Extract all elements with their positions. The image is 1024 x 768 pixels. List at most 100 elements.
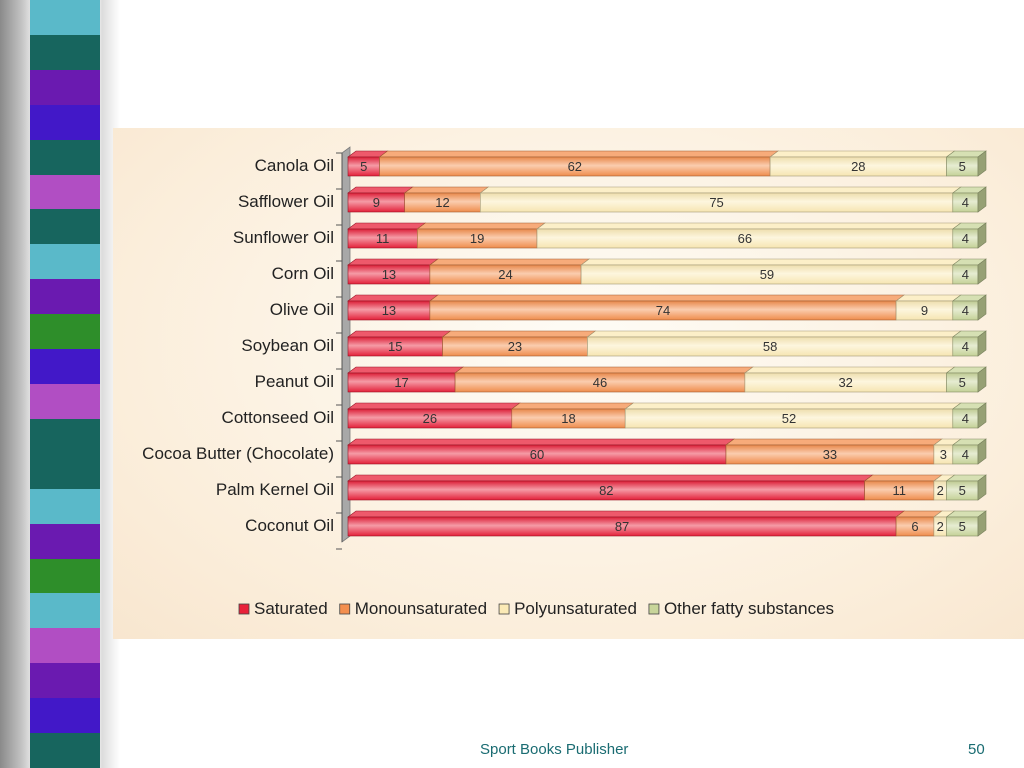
legend-label: Monounsaturated <box>355 599 487 618</box>
category-label: Corn Oil <box>272 264 334 283</box>
bar-segment <box>536 222 962 249</box>
data-label: 4 <box>962 411 969 426</box>
bar-segment <box>863 474 943 501</box>
category-label: Safflower Oil <box>238 192 334 211</box>
bar-segment <box>347 222 427 249</box>
data-label: 32 <box>838 375 852 390</box>
stripe-segment <box>30 209 100 245</box>
legend-swatch <box>238 603 250 615</box>
data-label: 82 <box>599 483 613 498</box>
bar-segment <box>428 294 905 321</box>
page-number: 50 <box>968 741 985 758</box>
stripe-segment <box>30 34 100 70</box>
data-label: 4 <box>962 303 969 318</box>
data-label: 11 <box>893 483 907 498</box>
bar-segment <box>945 150 987 177</box>
data-label: 2 <box>937 483 944 498</box>
data-label: 4 <box>962 267 969 282</box>
footer-publisher: Sport Books Publisher <box>480 741 629 758</box>
chart-category-labels: Canola Oil Safflower Oil Sunflower Oil Corn… <box>142 156 334 535</box>
bar-segment <box>725 438 943 465</box>
bar-segment <box>428 258 591 285</box>
legend-label: Polyunsaturated <box>514 599 637 618</box>
bar-segment <box>403 186 490 213</box>
category-label: Coconut Oil <box>245 516 334 535</box>
chart-legend: Saturated Monounsaturated Polyunsaturated O… <box>238 599 834 618</box>
bar-segment <box>951 330 987 357</box>
stripe-segment <box>30 69 100 105</box>
bar-segment <box>580 258 962 285</box>
bar-segment <box>895 294 962 321</box>
bar-segment <box>454 366 754 393</box>
bar-segment <box>347 510 905 537</box>
decorative-stripe <box>30 0 100 768</box>
data-label: 5 <box>959 375 966 390</box>
data-label: 5 <box>959 159 966 174</box>
data-label: 13 <box>382 267 396 282</box>
data-label: 46 <box>593 375 607 390</box>
category-label: Peanut Oil <box>255 372 334 391</box>
stripe-segment <box>30 244 100 280</box>
bar-segment <box>951 294 987 321</box>
bar-segment <box>479 186 962 213</box>
data-label: 3 <box>940 447 947 462</box>
category-label: Sunflower Oil <box>233 228 334 247</box>
bar-segment <box>347 366 465 393</box>
data-label: 18 <box>561 411 575 426</box>
data-label: 33 <box>823 447 837 462</box>
bar-segment <box>933 438 962 465</box>
legend-label: Saturated <box>254 599 328 618</box>
data-label: 23 <box>508 339 522 354</box>
stripe-segment <box>30 593 100 629</box>
data-label: 62 <box>568 159 582 174</box>
bar-segment <box>933 474 956 501</box>
bar-segment <box>951 258 987 285</box>
data-label: 59 <box>760 267 774 282</box>
legend-item: Polyunsaturated <box>498 599 637 618</box>
stripe-segment <box>30 418 100 454</box>
category-label: Cottonseed Oil <box>222 408 334 427</box>
stripe-segment <box>30 349 100 384</box>
data-label: 15 <box>388 339 402 354</box>
data-label: 60 <box>530 447 544 462</box>
data-label: 2 <box>937 519 944 534</box>
bar-segment <box>951 402 987 429</box>
bar-segment <box>347 258 439 285</box>
stripe-segment <box>30 0 100 35</box>
legend-item: Monounsaturated <box>339 599 487 618</box>
data-label: 4 <box>962 195 969 210</box>
legend-label: Other fatty substances <box>664 599 834 618</box>
stripe-segment <box>30 174 100 210</box>
data-label: 13 <box>382 303 396 318</box>
category-label: Canola Oil <box>255 156 334 175</box>
chart-panel: 5 62 28 5 9 12 75 4 11 19 66 4 13 24 59 4 13 74 9 4 15 23 58 4 1… <box>113 128 1024 639</box>
stripe-segment <box>30 698 100 734</box>
data-label: 52 <box>782 411 796 426</box>
data-label: 87 <box>615 519 629 534</box>
fatty-acid-chart: 5 62 28 59 12 75 411 19 66 413 24 59 413 74 9 415 23 58 41… <box>142 146 987 618</box>
bar-segment <box>378 150 779 177</box>
bar-segment <box>347 438 735 465</box>
stripe-segment <box>30 488 100 524</box>
data-label: 5 <box>959 519 966 534</box>
bar-segment <box>895 510 943 537</box>
bar-segment <box>586 330 962 357</box>
bar-segment <box>945 510 987 537</box>
data-label: 4 <box>962 339 969 354</box>
stripe-segment <box>30 453 100 489</box>
bar-segment <box>510 402 635 429</box>
data-label: 4 <box>962 231 969 246</box>
category-label: Olive Oil <box>270 300 334 319</box>
data-label: 28 <box>851 159 865 174</box>
bar-segment <box>951 222 987 249</box>
data-label: 26 <box>423 411 437 426</box>
stripe-segment <box>30 558 100 594</box>
stripe-segment <box>30 279 100 315</box>
bar-segment <box>624 402 962 429</box>
stripe-segment <box>30 663 100 699</box>
bar-segment <box>945 366 987 393</box>
bar-segment <box>347 186 414 213</box>
bar-segment <box>347 150 389 177</box>
legend-swatch <box>648 603 660 615</box>
category-label: Cocoa Butter (Chocolate) <box>142 444 334 463</box>
